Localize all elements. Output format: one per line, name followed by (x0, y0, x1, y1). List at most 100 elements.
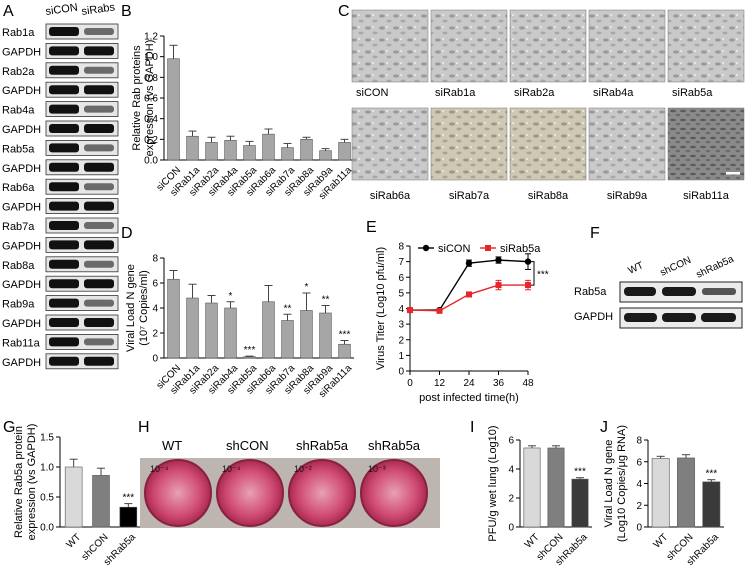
y-tick-label: 4 (508, 465, 514, 476)
panel-h-col-label-wt: WT (162, 438, 182, 453)
panel-a-band (49, 298, 79, 308)
micrograph-label: siRab7a (449, 190, 490, 202)
y-tick-label: 4 (636, 479, 642, 490)
bar (651, 458, 670, 528)
panel-h-col-label-shrab5a-2: shRab5a (368, 438, 421, 453)
y-tick-label: 6 (398, 273, 404, 284)
panel-letter-j: J (600, 419, 608, 436)
panel-a-band (49, 318, 79, 327)
panel-f-band (624, 313, 657, 322)
panel-a-row-label: GAPDH (2, 202, 41, 214)
micrograph-tile (667, 107, 745, 181)
significance-marker: *** (122, 493, 134, 504)
panel-a-band (49, 337, 79, 347)
y-tick-label: 1.0 (144, 52, 158, 63)
y-tick-label: 1.2 (144, 32, 158, 43)
micrograph-tile (588, 107, 666, 181)
y-tick-label: 6 (152, 279, 158, 290)
series-line (409, 284, 528, 312)
panel-h-dilution: 10⁻² (294, 464, 312, 474)
x-axis-label: post infected time(h) (419, 392, 519, 404)
x-tick-label: WT (523, 532, 542, 551)
micrograph-tile (509, 107, 587, 181)
y-tick-label: 8 (398, 242, 404, 253)
panel-f-western-blot: WT shCON shRab5a Rab5a GAPDH (574, 254, 743, 329)
y-tick-label: 0 (508, 523, 514, 534)
panel-a-row-label: Rab1a (2, 27, 35, 39)
micrograph-label: siRab5a (672, 87, 713, 99)
panel-a-band (84, 85, 114, 95)
x-tick-label: 24 (463, 378, 475, 389)
panel-a-band (49, 85, 79, 95)
y-tick-label: 6 (508, 436, 514, 447)
y-axis-label: expression (vs GAPDH) (144, 40, 156, 157)
panel-a-col-label-sicon: siCON (45, 2, 79, 18)
bar (281, 147, 294, 161)
panel-a-blot-rows: Rab1a GAPDH Rab2a GAPDH Rab4a GAPDH Rab5a GAPDH… (2, 23, 119, 370)
panel-a-band (49, 124, 79, 133)
y-tick-label: 7 (398, 257, 404, 268)
panel-a-band (84, 162, 114, 172)
panel-letter-d: D (121, 225, 133, 242)
panel-f-col-label-shrab5a: shRab5a (695, 254, 736, 281)
micrograph-label: siRab4a (593, 87, 634, 99)
bar (205, 142, 218, 161)
x-tick-label: 36 (493, 378, 505, 389)
y-tick-label: 3 (398, 320, 404, 331)
panel-f-row-label-gapdh: GAPDH (574, 311, 613, 323)
data-point (407, 307, 413, 314)
panel-letter-g: G (3, 419, 15, 436)
panel-a-row-label: Rab4a (2, 105, 35, 117)
panel-h-col-label-shrab5a: shRab5a (296, 438, 349, 453)
panel-a-row-label: GAPDH (2, 124, 41, 136)
bar (262, 133, 275, 161)
bar (119, 506, 138, 528)
micrograph-tile (588, 9, 666, 83)
x-tick-label: 48 (522, 378, 534, 389)
bar (547, 447, 565, 528)
panel-a-row-label: GAPDH (2, 318, 41, 330)
panel-a-row-label: GAPDH (2, 279, 41, 291)
bar (224, 140, 237, 161)
panel-a-band (49, 356, 79, 366)
bar (319, 150, 332, 161)
y-axis-label: Relative Rab5a protein (13, 426, 25, 538)
bar (205, 302, 218, 359)
y-axis-label: Virus Titer (Log10 pfu/ml) (375, 247, 387, 370)
panel-f-band (624, 287, 656, 296)
panel-letter-b: B (121, 3, 132, 20)
y-tick-label: 0.5 (40, 493, 54, 504)
panel-a-row-label: GAPDH (2, 357, 41, 369)
panel-a-band (84, 201, 114, 211)
significance-marker: ** (322, 295, 330, 306)
significance-bracket (531, 261, 535, 286)
panel-letter-c: C (338, 3, 350, 20)
bar (243, 145, 256, 161)
panel-b-bar-chart: 0.00.20.40.60.81.01.2siCONsiRab1asiRab2a… (131, 32, 354, 203)
panel-a-band (84, 356, 114, 366)
panel-a-band (84, 46, 114, 56)
x-tick-label: 0 (407, 378, 413, 389)
panel-letter-i: I (470, 419, 474, 436)
panel-a-row-label: GAPDH (2, 85, 41, 97)
significance-marker: *** (537, 269, 549, 280)
y-tick-label: 6 (636, 457, 642, 468)
y-tick-label: 4 (152, 304, 158, 315)
y-tick-label: 1 (398, 351, 404, 362)
y-tick-label: 2 (152, 329, 158, 340)
panel-a-western-blot: siCON siRabs Rab1a GAPDH Rab2a GAPDH Rab4a GA… (2, 1, 119, 370)
bar (64, 466, 83, 528)
data-point (524, 258, 532, 265)
y-tick-label: 4 (398, 304, 404, 315)
scale-bar (726, 172, 740, 175)
micrograph-label: siRab9a (607, 190, 648, 202)
y-tick-label: 0.6 (144, 94, 158, 105)
panel-h-well (360, 459, 428, 527)
y-tick-label: 0.2 (144, 135, 158, 146)
data-point (495, 282, 502, 289)
y-tick-label: 0 (636, 523, 642, 534)
